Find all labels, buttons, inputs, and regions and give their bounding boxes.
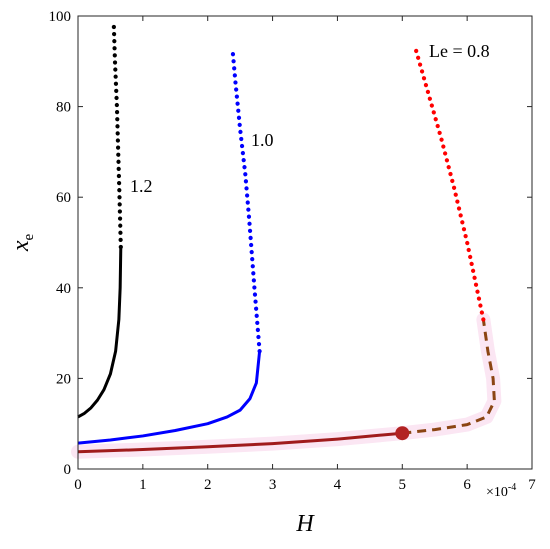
- x-tick-label: 1: [139, 477, 147, 493]
- series-1.0-solid-line: [77, 351, 262, 445]
- label-layer: 0 1 2 3 4 5 6 7 0 20 40 60 80 100 Hxe ×10-4 1.2 1.0 Le = 0…: [8, 9, 536, 537]
- series-1.0-dotted-line: [230, 45, 262, 354]
- bifurcation-point-marker: [395, 426, 410, 441]
- x-tick-label: 3: [269, 477, 277, 493]
- y-tick-label: 100: [49, 9, 72, 25]
- series-1.2-dotted-line: [111, 18, 123, 250]
- series-0.8-dotted-line: [413, 45, 486, 322]
- series-label-2: Le = 0.8: [429, 41, 490, 61]
- series-0.8-solid-line: [77, 431, 403, 454]
- x-tick-label: 5: [399, 477, 407, 493]
- plot-border: [77, 15, 533, 470]
- x-axis-exponent: ×10-4: [486, 482, 516, 500]
- y-tick-label: 20: [56, 371, 71, 387]
- y-tick-label: 40: [56, 281, 71, 297]
- x-tick-label: 6: [463, 477, 471, 493]
- tick-layer: [77, 15, 533, 470]
- x-tick-label: 4: [334, 477, 342, 493]
- x-axis-label: H: [295, 511, 315, 537]
- series-label-1: 1.0: [251, 130, 274, 150]
- y-tick-label: 60: [56, 190, 71, 206]
- curves-layer: [71, 18, 502, 459]
- plot-frame: [77, 15, 533, 470]
- series-0.8-dashed-line: [402, 319, 496, 435]
- series-label-0: 1.2: [130, 176, 153, 196]
- y-tick-label: 80: [56, 100, 71, 116]
- x-tick-label: 7: [528, 477, 536, 493]
- series-1.2-solid-line: [77, 247, 123, 419]
- y-tick-label: 0: [64, 462, 72, 478]
- x-tick-label: 2: [204, 477, 212, 493]
- series-0.8-highlight: [71, 312, 502, 459]
- x-tick-label: 0: [74, 477, 82, 493]
- y-axis-label: xe: [8, 234, 37, 253]
